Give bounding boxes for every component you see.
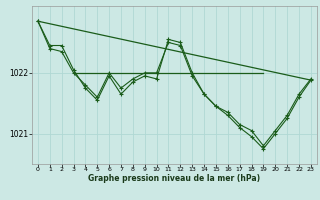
X-axis label: Graphe pression niveau de la mer (hPa): Graphe pression niveau de la mer (hPa) — [88, 174, 260, 183]
